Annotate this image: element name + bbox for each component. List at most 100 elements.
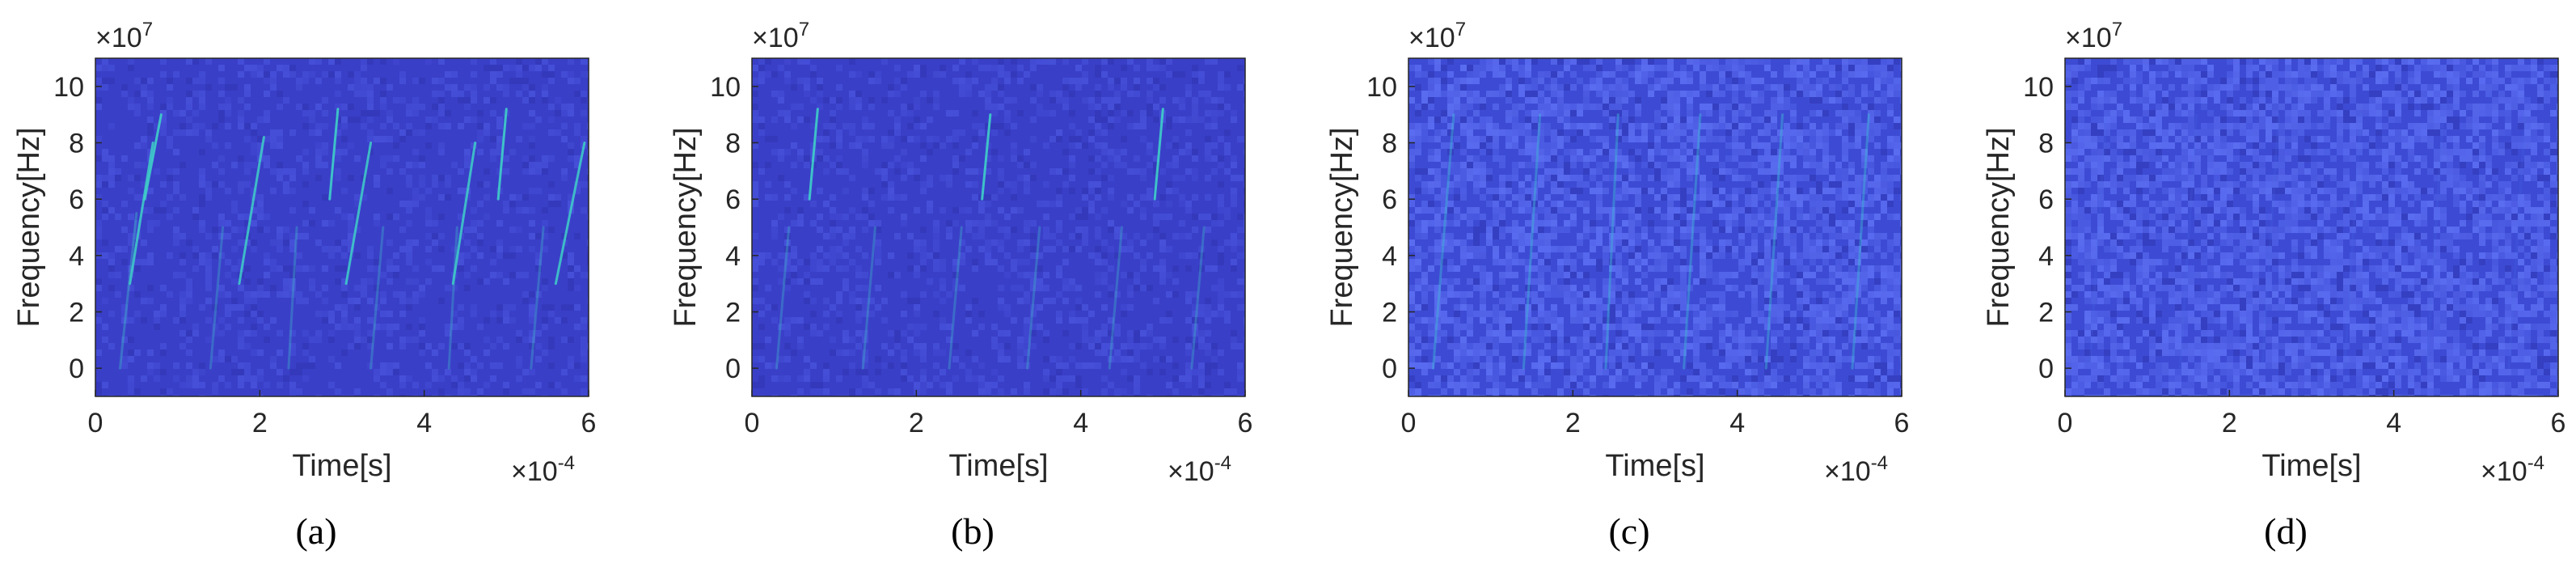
x-exponent: ×10-4: [511, 452, 575, 487]
y-exponent-power: 7: [799, 19, 809, 40]
signal-trace: [1522, 113, 1542, 370]
y-exponent-power: 7: [1455, 19, 1466, 40]
y-exponent-power: 7: [142, 19, 153, 40]
signal-trace: [1683, 113, 1702, 370]
x-tick-label: 0: [88, 408, 103, 438]
noise-texture: [95, 58, 589, 396]
y-exponent-power: 7: [2112, 19, 2122, 40]
spectrogram-panel: 0 2 4 6 0 2 4 6 8 10 ×107 ×10-4 Time[s] Frequency[Hz]…: [657, 0, 1303, 576]
signal-trace: [1108, 226, 1123, 370]
x-tick-label: 2: [2222, 408, 2237, 438]
y-tick-label: 8: [69, 129, 84, 159]
y-tick-label: 6: [2038, 184, 2054, 215]
signal-trace: [2425, 113, 2445, 370]
signal-trace: [1153, 108, 1164, 201]
panel-caption: (b): [951, 510, 995, 552]
x-exponent-base: ×10: [511, 456, 558, 487]
y-tick-label: 6: [725, 184, 741, 215]
y-tick-label: 6: [1382, 184, 1397, 215]
spectrogram-panel: 0 2 4 6 0 2 4 6 8 10 ×107 ×10-4 Time[s] Frequency[Hz]…: [0, 0, 647, 576]
y-tick-label: 4: [1382, 241, 1397, 272]
signal-trace: [143, 113, 163, 201]
y-tick-label: 8: [1382, 129, 1397, 159]
x-tick-label: 4: [1729, 408, 1745, 438]
signal-trace: [2343, 113, 2363, 370]
x-tick-label: 4: [416, 408, 432, 438]
x-tick-label: 0: [745, 408, 760, 438]
x-exponent-base: ×10: [2481, 456, 2527, 487]
y-tick-label: 10: [710, 72, 741, 103]
x-exponent: ×10-4: [1824, 452, 1888, 487]
x-exponent-power: -4: [2527, 452, 2544, 474]
y-tick-label: 4: [69, 241, 84, 272]
y-axis-title: Frequency[Hz]: [12, 127, 46, 327]
x-tick-label: 0: [2058, 408, 2073, 438]
y-tick-label: 2: [2038, 298, 2054, 328]
x-axis-title: Time[s]: [1605, 449, 1704, 483]
y-exponent-base: ×10: [2065, 23, 2112, 53]
x-exponent-power: -4: [558, 452, 575, 474]
spectrogram-chart: 0 2 4 60246810×107×10-4Time[s]Frequency[Hz]…: [1982, 19, 2566, 552]
y-tick-label: 10: [2023, 72, 2054, 103]
x-tick-label: 4: [2386, 408, 2401, 438]
noise-texture: [752, 58, 1245, 396]
x-axis-title: Time[s]: [2261, 449, 2361, 483]
x-exponent-power: -4: [1871, 452, 1888, 474]
y-tick-label: 0: [725, 354, 741, 384]
y-tick-label: 2: [1382, 298, 1397, 328]
x-tick-label: 6: [1238, 408, 1253, 438]
y-exponent-base: ×10: [1408, 23, 1455, 53]
y-exponent: ×107: [2065, 19, 2122, 53]
signal-trace: [129, 142, 154, 286]
signal-trace: [554, 142, 586, 286]
axes-box: [2064, 57, 2559, 397]
x-exponent-base: ×10: [1824, 456, 1871, 487]
spectrogram-panel: 0 2 4 6 0 2 4 6 8 10 ×107 ×10-4 Time[s] Frequency[Hz]…: [1313, 0, 1960, 576]
y-tick-label: 4: [725, 241, 741, 272]
signal-trace: [1851, 113, 1870, 370]
y-tick-label: 10: [1366, 72, 1397, 103]
y-tick-label: 10: [53, 72, 84, 103]
panel-caption: (a): [295, 510, 336, 552]
signal-trace: [2507, 113, 2527, 370]
signal-trace: [496, 108, 508, 201]
x-tick-label: 0: [1401, 408, 1417, 438]
signal-trace: [2178, 113, 2198, 370]
y-tick-label: 4: [2038, 241, 2054, 272]
signal-trace: [1764, 113, 1784, 370]
signal-trace: [447, 226, 458, 370]
noise-texture: [2065, 58, 2558, 396]
signal-trace: [344, 142, 373, 286]
x-tick-label: 4: [1073, 408, 1088, 438]
x-tick-label: 6: [2551, 408, 2566, 438]
x-axis-title: Time[s]: [948, 449, 1048, 483]
spectrogram-chart: 0 2 4 60246810×107×10-4Time[s]Frequency[Hz]…: [1325, 19, 1910, 552]
y-tick-label: 8: [2038, 129, 2054, 159]
signal-trace: [1604, 113, 1620, 370]
y-tick-label: 2: [725, 298, 741, 328]
y-exponent-base: ×10: [95, 23, 142, 53]
x-exponent: ×10-4: [2481, 452, 2544, 487]
y-axis-title: Frequency[Hz]: [1325, 127, 1359, 327]
x-exponent-power: -4: [1214, 452, 1231, 474]
x-tick-label: 6: [1894, 408, 1910, 438]
y-axis-title: Frequency[Hz]: [1982, 127, 2016, 327]
y-tick-label: 0: [69, 354, 84, 384]
panel-caption: (d): [2264, 510, 2308, 552]
signal-trace: [775, 226, 791, 370]
y-tick-label: 6: [69, 184, 84, 215]
x-tick-label: 2: [1565, 408, 1581, 438]
y-tick-label: 8: [725, 129, 741, 159]
signal-trace: [530, 226, 545, 370]
signal-trace: [2261, 113, 2280, 370]
x-exponent-base: ×10: [1168, 456, 1214, 487]
y-tick-label: 2: [69, 298, 84, 328]
signal-trace: [119, 212, 138, 370]
axes-box: [1408, 57, 1902, 397]
x-exponent: ×10-4: [1168, 452, 1231, 487]
y-exponent: ×107: [95, 19, 153, 53]
y-exponent-base: ×10: [752, 23, 799, 53]
signal-trace: [451, 142, 477, 286]
y-axis-title: Frequency[Hz]: [669, 127, 703, 327]
